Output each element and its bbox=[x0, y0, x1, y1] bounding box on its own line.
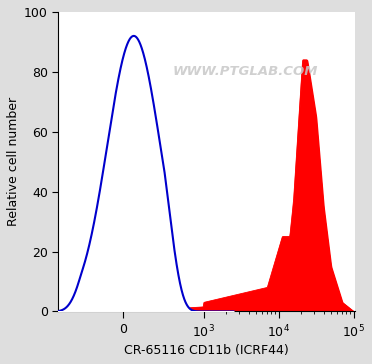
Y-axis label: Relative cell number: Relative cell number bbox=[7, 97, 20, 226]
X-axis label: CR-65116 CD11b (ICRF44): CR-65116 CD11b (ICRF44) bbox=[124, 344, 289, 357]
Text: WWW.PTGLAB.COM: WWW.PTGLAB.COM bbox=[173, 66, 318, 78]
